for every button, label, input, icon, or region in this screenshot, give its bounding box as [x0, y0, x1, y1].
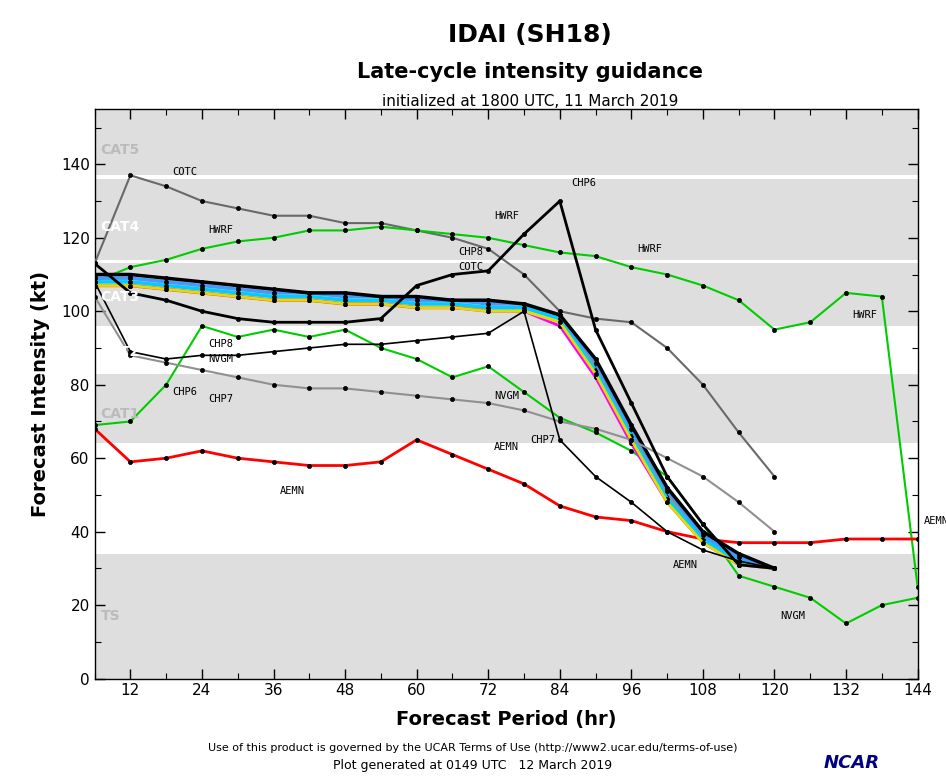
Text: CHP6: CHP6 — [571, 178, 597, 188]
Text: CAT5: CAT5 — [100, 143, 140, 157]
Text: AEMN: AEMN — [494, 442, 519, 452]
Text: NVGM: NVGM — [494, 391, 519, 401]
Text: CAT4: CAT4 — [100, 220, 140, 234]
Text: COTC: COTC — [172, 167, 197, 176]
Bar — [95, 264, 918, 326]
Text: CHP6: CHP6 — [172, 387, 197, 397]
X-axis label: Forecast Period (hr): Forecast Period (hr) — [395, 710, 617, 729]
Text: NVGM: NVGM — [208, 354, 233, 364]
Text: AEMN: AEMN — [279, 486, 305, 496]
Text: HWRF: HWRF — [208, 225, 233, 236]
Text: CAT1: CAT1 — [100, 407, 140, 421]
Text: IDAI (SH18): IDAI (SH18) — [447, 23, 612, 48]
Text: HWRF: HWRF — [852, 310, 877, 320]
Text: Late-cycle intensity guidance: Late-cycle intensity guidance — [357, 62, 703, 83]
Text: HWRF: HWRF — [494, 211, 519, 221]
Text: CAT2: CAT2 — [100, 345, 140, 359]
Bar — [95, 554, 918, 679]
Text: CHP8: CHP8 — [208, 339, 233, 349]
Text: CAT3: CAT3 — [100, 289, 140, 303]
Bar — [95, 326, 918, 374]
Bar — [95, 444, 918, 554]
Text: CHP8: CHP8 — [459, 247, 483, 257]
Bar — [95, 109, 918, 176]
Bar — [95, 374, 918, 444]
Text: NCAR: NCAR — [824, 754, 880, 772]
Text: HWRF: HWRF — [638, 244, 662, 254]
Text: COTC: COTC — [459, 262, 483, 272]
Text: CHP7: CHP7 — [208, 395, 233, 404]
Text: CHP7: CHP7 — [530, 434, 555, 445]
Text: AEMN: AEMN — [674, 560, 698, 569]
Y-axis label: Forecast Intensity (kt): Forecast Intensity (kt) — [31, 271, 50, 517]
Text: AEMN: AEMN — [923, 516, 946, 526]
Text: TS: TS — [100, 609, 120, 623]
Bar — [95, 179, 918, 260]
Text: Plot generated at 0149 UTC   12 March 2019: Plot generated at 0149 UTC 12 March 2019 — [333, 759, 613, 772]
Text: initialized at 1800 UTC, 11 March 2019: initialized at 1800 UTC, 11 March 2019 — [381, 94, 678, 108]
Text: Use of this product is governed by the UCAR Terms of Use (http://www2.ucar.edu/t: Use of this product is governed by the U… — [208, 743, 738, 753]
Text: NVGM: NVGM — [780, 612, 805, 621]
